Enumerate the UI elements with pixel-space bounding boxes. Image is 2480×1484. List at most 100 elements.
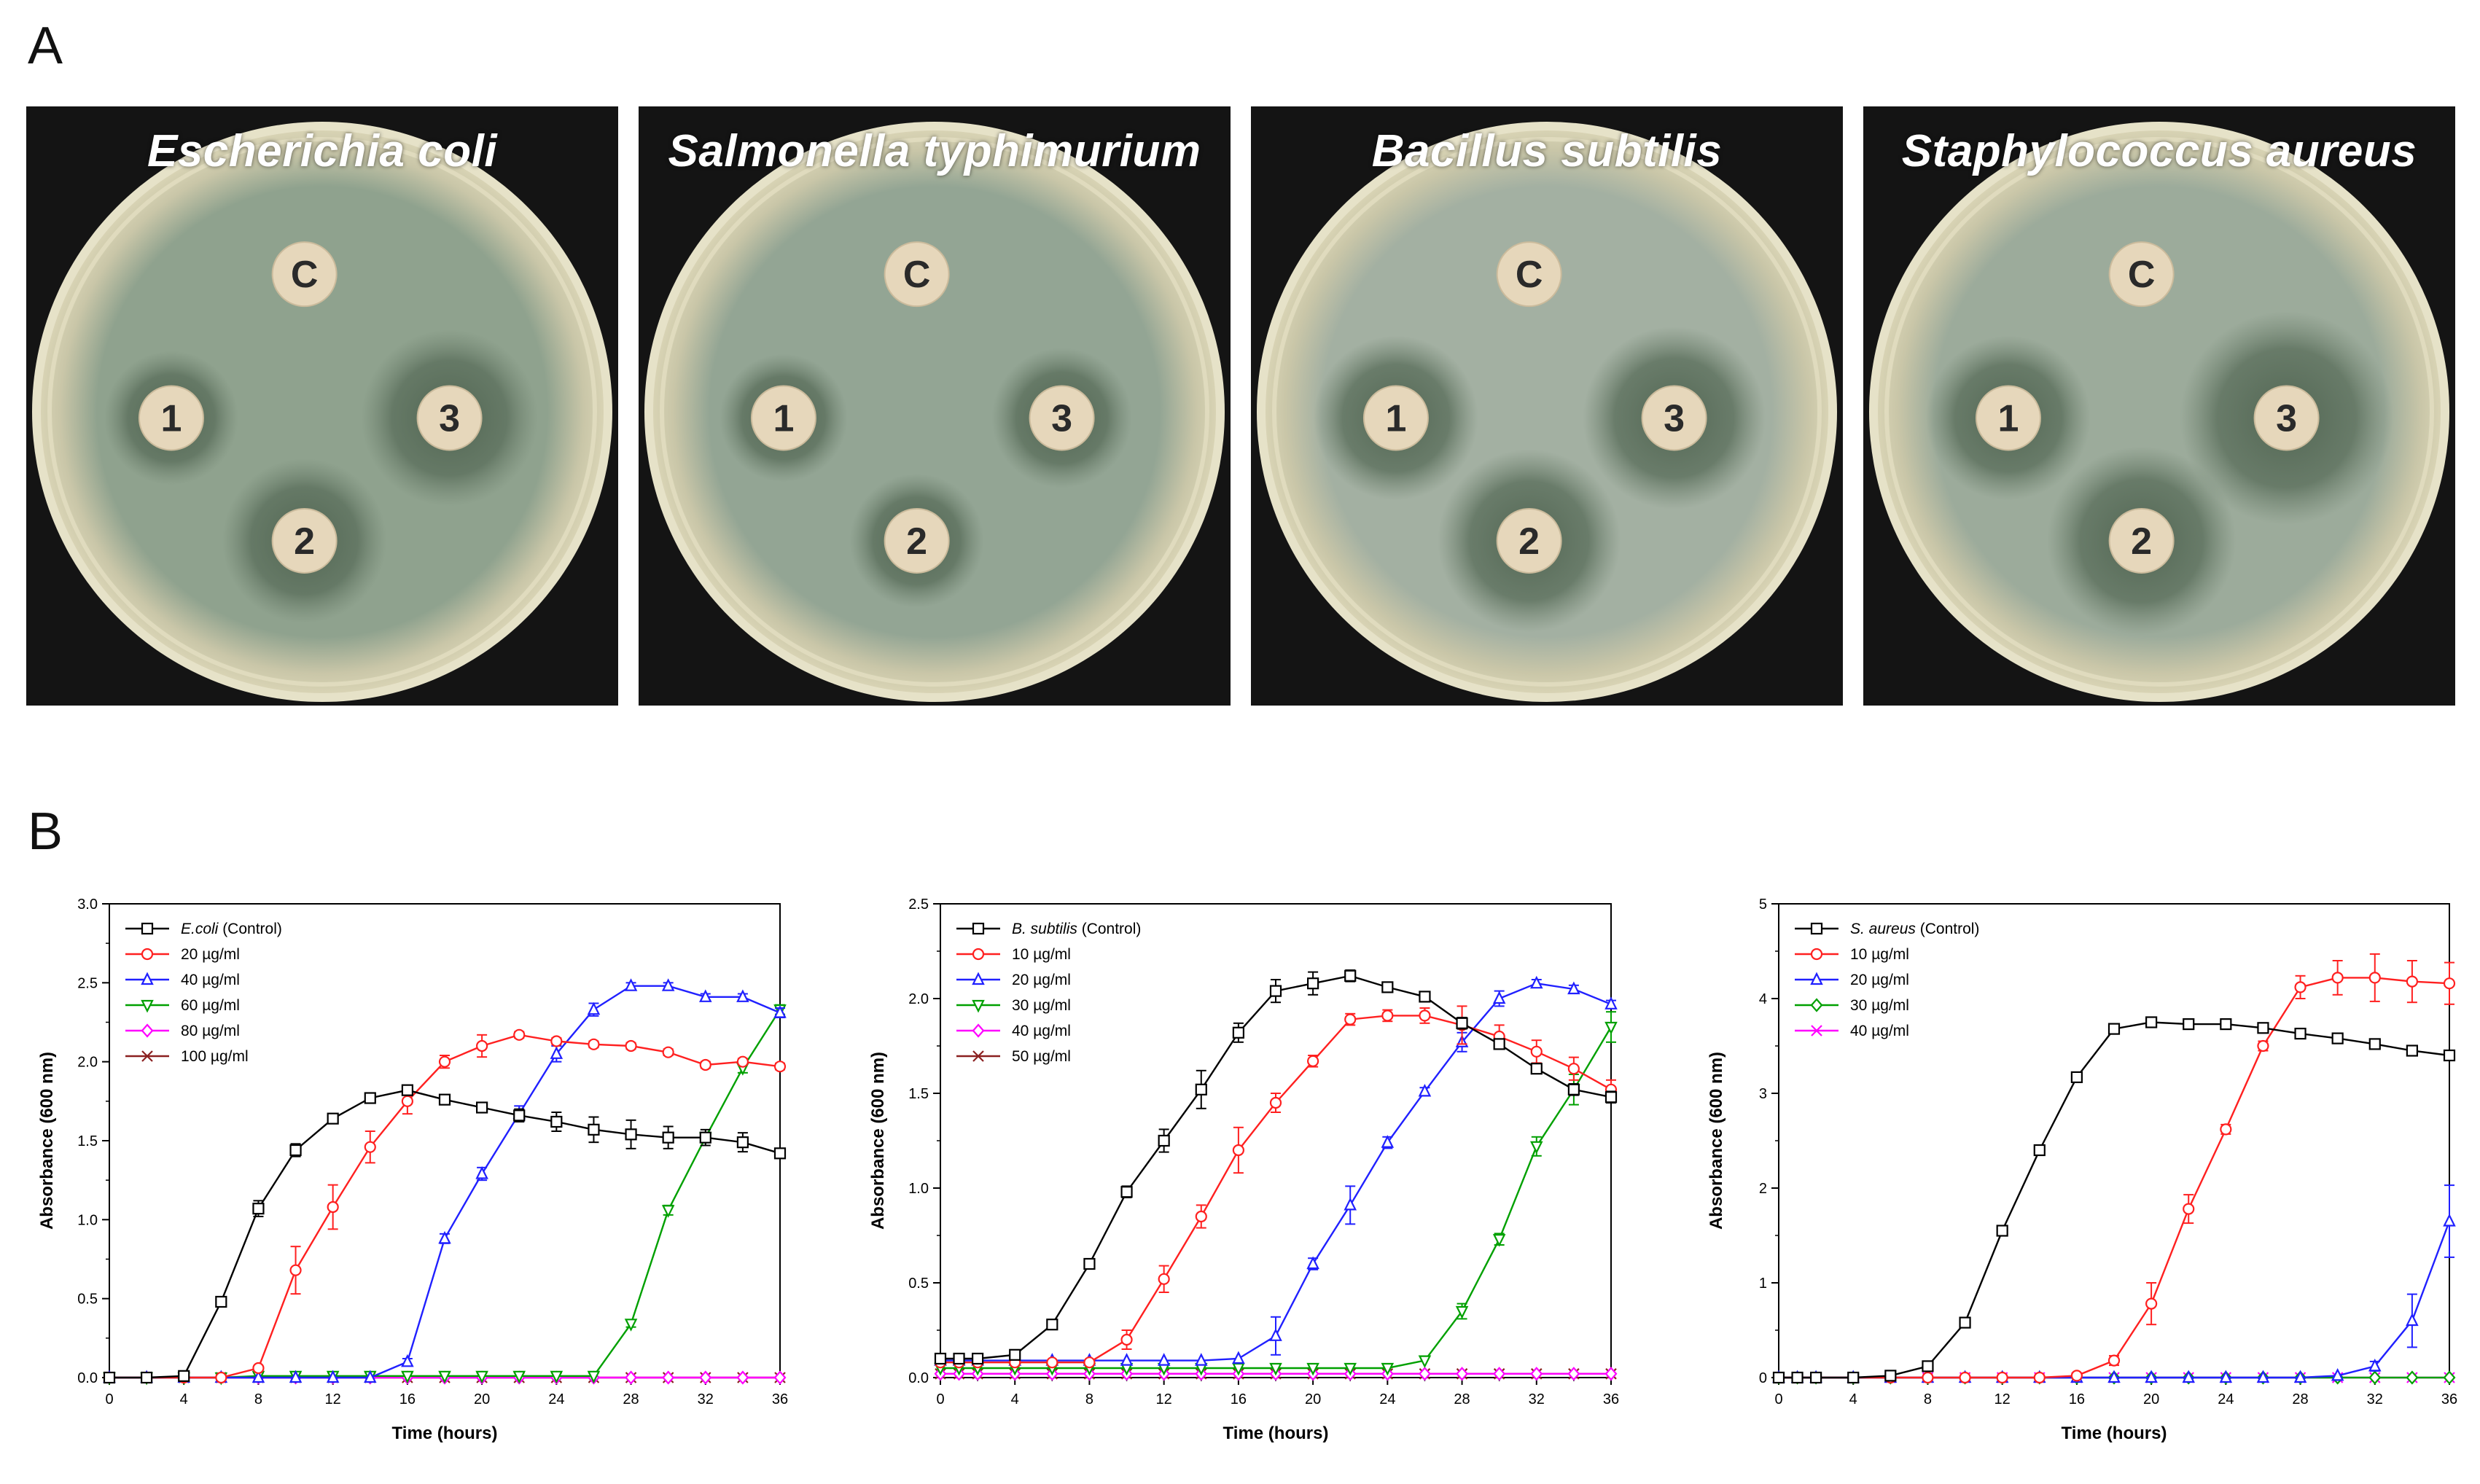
y-axis-title: Absorbance (600 nm) — [868, 1052, 888, 1230]
series-triangle-up — [1772, 1184, 2456, 1383]
data-point — [1158, 1273, 1170, 1285]
data-point — [662, 1131, 674, 1144]
data-point — [1381, 1362, 1395, 1376]
data-point — [2257, 1022, 2269, 1034]
legend-marker — [972, 1023, 985, 1038]
data-point — [698, 989, 712, 1002]
plate-title: Escherichia coli — [147, 126, 498, 176]
data-point — [1604, 1367, 1618, 1381]
data-point — [1604, 996, 1618, 1009]
disc-label: 3 — [1051, 397, 1072, 440]
x-tick-label: 20 — [2143, 1391, 2159, 1407]
data-point — [2183, 1203, 2195, 1215]
paper-disc — [2253, 385, 2320, 451]
x-tick-label: 16 — [2069, 1391, 2085, 1407]
legend-label: 20 µg/ml — [181, 946, 240, 963]
data-point — [1418, 1083, 1432, 1097]
data-point — [1567, 1083, 1580, 1096]
legend-label: 20 µg/ml — [1012, 972, 1071, 988]
legend-marker — [972, 999, 985, 1013]
data-point — [1959, 1316, 1971, 1329]
data-point — [401, 1370, 414, 1384]
series-diamond — [934, 1367, 1618, 1381]
data-point — [773, 1370, 787, 1385]
data-point — [178, 1370, 190, 1382]
data-point — [2145, 1297, 2158, 1310]
data-point — [2182, 1370, 2196, 1383]
disc-label: C — [903, 254, 931, 296]
series-circle — [1772, 953, 2456, 1384]
data-point — [2220, 1123, 2232, 1136]
data-point — [438, 1230, 451, 1244]
data-point — [1344, 1362, 1357, 1376]
y-tick-label: 2.0 — [908, 991, 929, 1007]
data-point — [773, 1147, 787, 1160]
x-tick-label: 16 — [399, 1391, 416, 1407]
data-point — [550, 1115, 563, 1128]
data-point — [103, 1371, 116, 1384]
plate-staphylococcus-aureus: C 1 2 3 Staphylococcus aureus — [1863, 106, 2455, 706]
data-point — [1381, 981, 1394, 993]
legend-marker — [972, 1050, 984, 1062]
agar-lawn — [41, 130, 604, 693]
data-point — [1157, 1353, 1171, 1366]
x-tick-label: 36 — [1603, 1391, 1619, 1407]
data-point — [2293, 1370, 2307, 1383]
x-tick-label: 16 — [1231, 1391, 1247, 1407]
legend-label: 10 µg/ml — [1850, 946, 1909, 963]
data-point — [2033, 1144, 2046, 1157]
legend: E.coli (Control) 20 µg/ml 40 µg/ml 60 µg/ml… — [125, 921, 282, 1065]
legend-label: 40 µg/ml — [1012, 1023, 1071, 1039]
data-point — [1847, 1371, 1860, 1384]
data-point — [588, 1123, 600, 1136]
legend: S. aureus (Control) 10 µg/ml 20 µg/ml 30 µg… — [1795, 921, 1979, 1039]
data-point — [550, 1046, 564, 1059]
plate-bacillus-subtilis: C 1 2 3 Bacillus subtilis — [1251, 106, 1843, 706]
data-point — [2368, 1370, 2382, 1385]
legend-marker — [1810, 972, 1823, 985]
disc-label: 1 — [773, 397, 794, 440]
data-point — [2294, 1028, 2307, 1040]
data-point — [550, 1035, 563, 1047]
legend-marker — [1810, 922, 1823, 935]
data-point — [953, 1352, 965, 1365]
data-point — [1232, 1144, 1244, 1157]
data-point — [1529, 1141, 1543, 1155]
y-tick-label: 3.0 — [77, 897, 98, 913]
plate-escherichia-coli: C 1 2 3 Escherichia coli — [26, 106, 618, 706]
legend: B. subtilis (Control) 10 µg/ml 20 µg/ml 30 … — [956, 921, 1141, 1065]
data-point — [1604, 1091, 1618, 1104]
data-point — [625, 1370, 638, 1385]
data-point — [1493, 1367, 1506, 1381]
data-point — [2145, 1370, 2158, 1383]
data-point — [662, 1370, 675, 1385]
y-tick-label: 1 — [1759, 1276, 1767, 1292]
y-tick-label: 2.0 — [77, 1055, 98, 1071]
data-point — [587, 1001, 601, 1015]
legend-marker — [141, 948, 154, 961]
legend-marker — [972, 922, 985, 935]
data-point — [1996, 1371, 2008, 1384]
data-point — [2256, 1370, 2270, 1383]
data-point — [1456, 1367, 1469, 1381]
plate-salmonella-typhimurium: C 1 2 3 Salmonella typhimurium — [639, 106, 1231, 706]
data-point — [2107, 1354, 2121, 1367]
data-point — [1772, 1371, 1785, 1384]
data-point — [625, 1039, 637, 1053]
data-point — [2033, 1371, 2046, 1384]
disc-label: C — [2128, 254, 2156, 296]
data-point — [2443, 977, 2456, 990]
plate-title: Bacillus subtilis — [1371, 126, 1723, 176]
data-point — [476, 1101, 488, 1114]
data-point — [625, 1128, 637, 1141]
series-line — [940, 975, 1612, 1360]
paper-disc — [1029, 385, 1095, 451]
x-tick-label: 28 — [623, 1391, 639, 1407]
data-point — [1046, 1356, 1058, 1369]
agar-lawn — [1878, 130, 2441, 693]
data-point — [1529, 975, 1543, 989]
paper-disc — [2108, 241, 2175, 308]
legend-label: 80 µg/ml — [181, 1023, 240, 1039]
x-tick-label: 28 — [2292, 1391, 2308, 1407]
x-tick-label: 24 — [1379, 1391, 1395, 1407]
